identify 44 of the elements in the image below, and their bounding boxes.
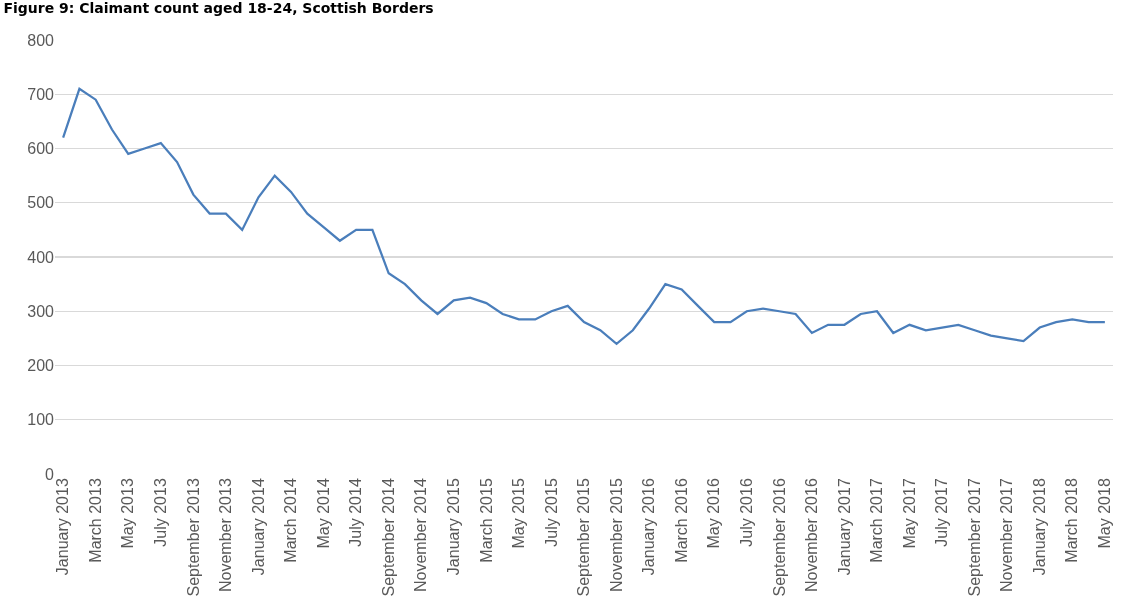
y-tick-label: 500 bbox=[27, 194, 55, 212]
x-tick-label: November 2016 bbox=[803, 478, 821, 593]
x-tick-label: January 2016 bbox=[640, 478, 658, 576]
x-tick-label: March 2015 bbox=[477, 478, 495, 563]
chart-title: Figure 9: Claimant count aged 18-24, Scottish Borders bbox=[3, 0, 434, 16]
x-tick-label: January 2018 bbox=[1030, 478, 1048, 576]
x-tick-label: March 2018 bbox=[1063, 478, 1081, 563]
x-tick-label: November 2014 bbox=[412, 478, 430, 593]
x-tick-label: March 2017 bbox=[868, 478, 886, 563]
x-tick-label: September 2014 bbox=[379, 478, 397, 597]
line-series bbox=[62, 87, 1106, 345]
x-tick-label: July 2014 bbox=[347, 478, 365, 547]
x-tick-label: January 2015 bbox=[444, 478, 462, 576]
x-tick-label: March 2016 bbox=[672, 478, 690, 563]
x-tick-label: January 2014 bbox=[249, 478, 267, 576]
y-tick-label: 800 bbox=[27, 31, 55, 49]
y-tick-label: 300 bbox=[27, 302, 55, 320]
x-tick-label: July 2015 bbox=[542, 478, 560, 547]
x-tick-label: May 2018 bbox=[1096, 478, 1114, 549]
y-tick-label: 100 bbox=[27, 411, 55, 429]
x-tick-label: May 2014 bbox=[314, 478, 332, 549]
x-tick-label: January 2013 bbox=[54, 478, 72, 576]
x-tick-label: March 2014 bbox=[282, 478, 300, 563]
x-tick-label: September 2017 bbox=[965, 478, 983, 597]
x-tick-label: May 2016 bbox=[705, 478, 723, 549]
x-tick-label: September 2015 bbox=[575, 478, 593, 597]
y-tick-label: 600 bbox=[27, 140, 55, 158]
y-tick-label: 200 bbox=[27, 357, 55, 375]
x-tick-label: May 2015 bbox=[510, 478, 528, 549]
y-tick-label: 0 bbox=[45, 465, 55, 483]
x-tick-label: January 2017 bbox=[835, 478, 853, 576]
x-tick-label: May 2013 bbox=[119, 478, 137, 549]
y-tick-label: 700 bbox=[27, 85, 55, 103]
x-tick-label: July 2013 bbox=[152, 478, 169, 547]
x-tick-label: July 2016 bbox=[737, 478, 755, 547]
x-tick-label: July 2017 bbox=[933, 478, 951, 547]
x-tick-label: November 2015 bbox=[607, 478, 625, 593]
x-tick-label: September 2013 bbox=[184, 478, 202, 597]
x-tick-label: March 2013 bbox=[86, 478, 104, 563]
x-tick-label: September 2016 bbox=[770, 478, 788, 597]
x-tick-label: November 2013 bbox=[217, 478, 235, 593]
x-tick-label: November 2017 bbox=[998, 478, 1016, 593]
x-tick-label: May 2017 bbox=[900, 478, 918, 549]
y-tick-label: 400 bbox=[27, 248, 55, 266]
